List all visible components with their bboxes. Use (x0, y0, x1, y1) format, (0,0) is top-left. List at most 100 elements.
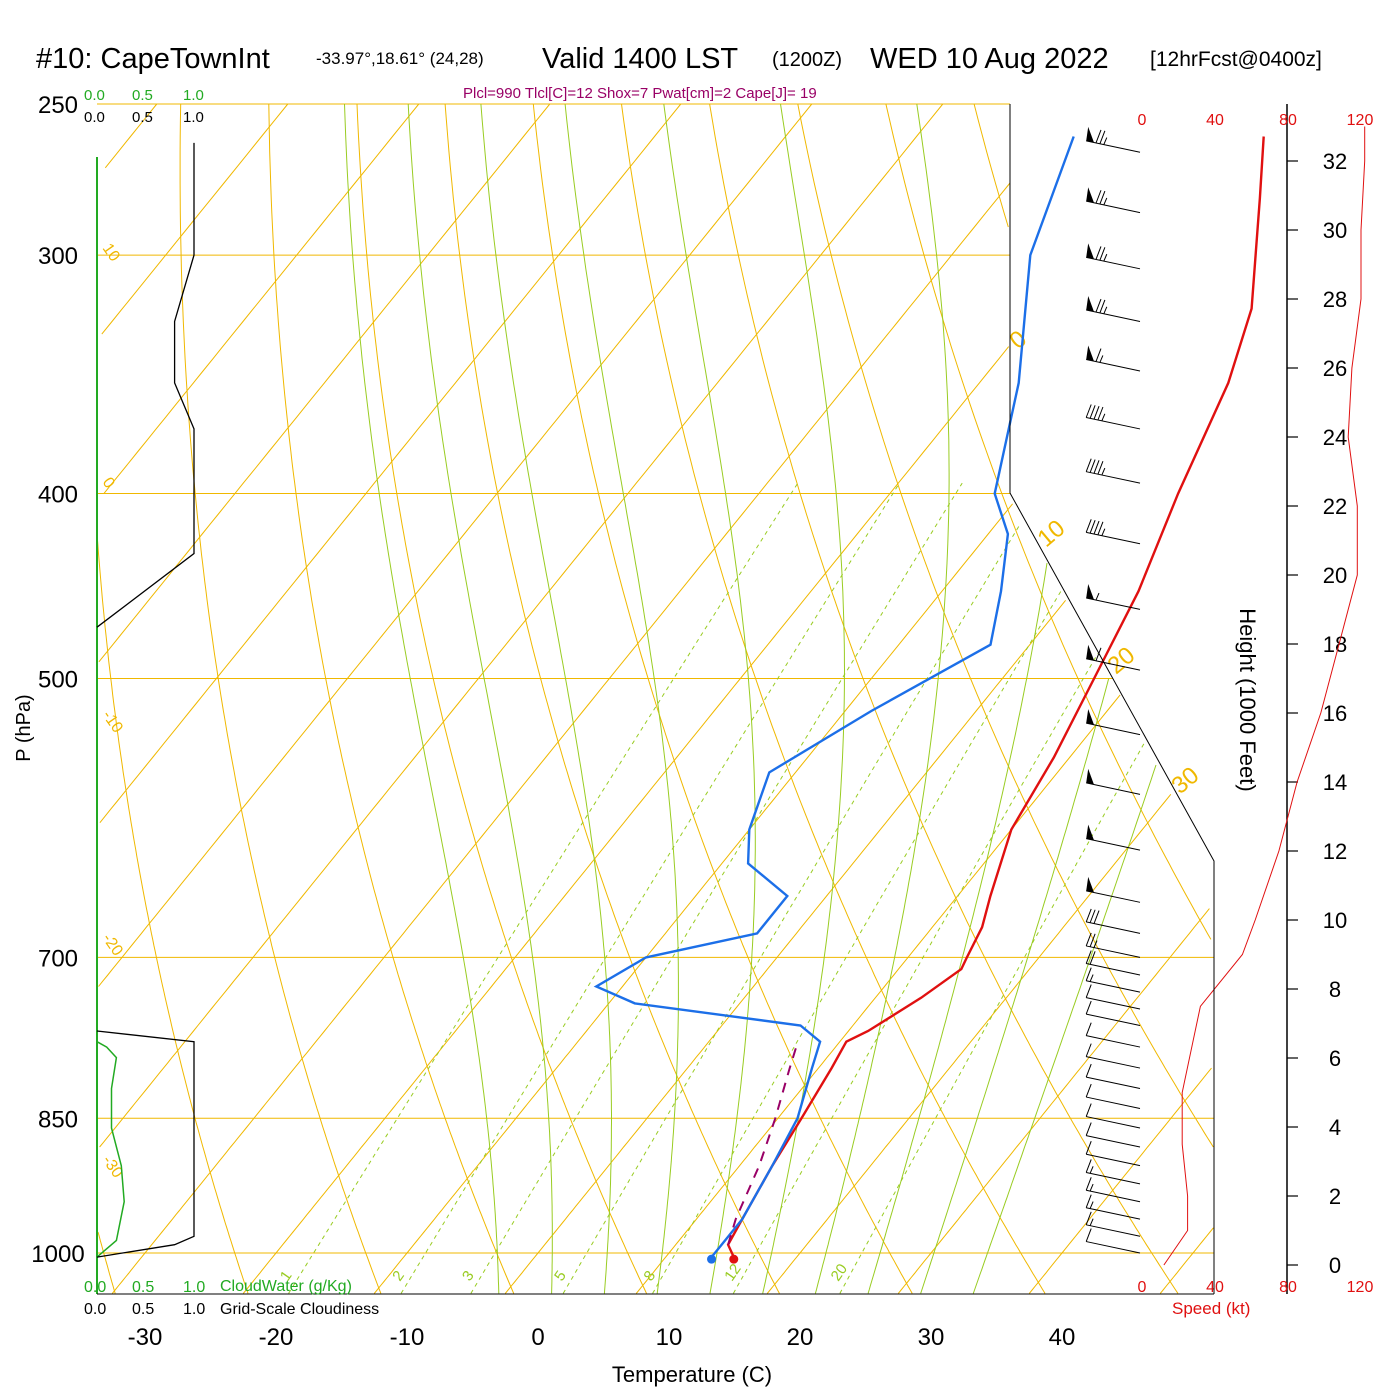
speed-tick-label: 120 (1347, 1279, 1374, 1296)
wind-barb-pennant (1086, 584, 1094, 600)
wind-barb-feather (1085, 1194, 1092, 1208)
wind-barb-feather (1085, 967, 1092, 981)
speed-axis-title: Speed (kt) (1172, 1299, 1250, 1318)
cloudiness-title: Grid-Scale Cloudiness (220, 1301, 379, 1318)
wind-speed-line (1163, 126, 1366, 1266)
cloud-water-tick-label: 0.5 (132, 87, 153, 104)
mixing-ratio-label: 2 (389, 1268, 408, 1285)
wind-barb-feather (1089, 933, 1096, 947)
dry-adiabat-line (96, 533, 249, 1294)
wind-barb-staff (1086, 722, 1141, 736)
mixing-ratio-line (288, 482, 799, 1294)
dry-adiabat-line (356, 103, 647, 1294)
wind-barb-staff (1086, 890, 1141, 903)
wind-barb-staff (1086, 597, 1141, 610)
wind-barb-feather (1095, 246, 1102, 260)
isotherm-line (101, 103, 289, 335)
height-tick-label: 20 (1323, 563, 1347, 588)
height-tick-label: 18 (1323, 632, 1347, 657)
isotherm-line (1159, 1227, 1214, 1294)
height-tick-label: 22 (1323, 494, 1347, 519)
diagram-right-border (1009, 104, 1215, 1294)
wind-barb-staff (1086, 1076, 1141, 1090)
surface-temperature-dot (729, 1254, 739, 1264)
wind-barb-staff (1086, 359, 1141, 372)
wind-barb-staff (1086, 997, 1141, 1010)
speed-tick-label: 0 (1138, 112, 1147, 129)
wind-barb-feather (1089, 520, 1096, 534)
cloudiness-tick-label: 0.5 (132, 109, 153, 126)
wind-barb-staff (1086, 1116, 1141, 1129)
cloud-water-tick-label: 0.5 (132, 1279, 154, 1296)
wind-barb-staff (1086, 1056, 1141, 1069)
mixing-ratio-label: 5 (551, 1268, 570, 1285)
wind-barb-feather (1085, 1141, 1092, 1155)
wind-barb-feather (1085, 908, 1092, 923)
wind-barb-pennant (1086, 644, 1094, 661)
wind-barb-feather (1085, 950, 1092, 964)
zulu-time: (1200Z) (772, 49, 842, 71)
cloud-sideplot: 0.0 0.0 0.5 0.5 1.0 1.0 0.0 0.0 0.5 0.5 1.0 1.0 (84, 87, 205, 1318)
y-axis-title: P (hPa) (13, 694, 35, 761)
temperature-tick-label: -30 (128, 1324, 163, 1351)
moist-adiabat-line (867, 563, 1048, 1294)
dry-adiabat-line (885, 103, 1212, 940)
height-tick-label: 28 (1323, 287, 1347, 312)
isotherm-label: 30 (1167, 762, 1205, 800)
wind-barb-feather (1097, 406, 1104, 421)
moist-adiabat-line (972, 764, 1157, 1294)
isotherm-line (373, 503, 1013, 1294)
wind-barb-half-feather (1089, 1183, 1094, 1192)
speed-tick-label: 120 (1347, 112, 1374, 129)
height-tick-label: 16 (1323, 701, 1347, 726)
isotherm-line (103, 103, 420, 494)
wind-barb-feather (1095, 348, 1102, 362)
wind-barb-staff (1086, 1153, 1141, 1167)
station-title: #10: CapeTownInt (36, 43, 270, 75)
isotherm-label: 10 (1033, 515, 1071, 553)
wind-barb-staff (1086, 417, 1141, 430)
speed-tick-label: 0 (1138, 1279, 1147, 1296)
wind-speed-panel: 0246810121416182022242628303200404080801… (1138, 104, 1374, 1296)
valid-time: Valid 1400 LST (542, 43, 738, 75)
temperature-tick-label: -20 (259, 1324, 294, 1351)
wind-barb-feather (1085, 1043, 1092, 1057)
wind-barb-pennant (1086, 709, 1094, 725)
dry-adiabat-line (97, 1231, 116, 1294)
wind-barb-feather (1099, 130, 1106, 144)
cloud-water-tick-label: 1.0 (183, 87, 204, 104)
dry-adiabat-line (797, 103, 1214, 1148)
moist-adiabat-line (663, 103, 756, 1294)
height-tick-label: 0 (1329, 1253, 1341, 1278)
height-tick-label: 6 (1329, 1046, 1341, 1071)
wind-barb-staff (1086, 1171, 1141, 1185)
height-tick-label: 26 (1323, 356, 1347, 381)
isotherm-line (1028, 1067, 1212, 1294)
wind-barb-feather (1085, 404, 1092, 418)
wind-barb-feather (1089, 405, 1096, 419)
wind-barb-staff (1086, 1013, 1141, 1027)
wind-barb-staff (1086, 531, 1141, 545)
wind-barb-staff (1086, 1096, 1141, 1109)
isotherm-label: 20 (1103, 642, 1141, 680)
moist-adiabat-line (407, 103, 553, 1294)
temperature-tick-label: 10 (656, 1324, 683, 1351)
wind-barb-half-feather (1101, 528, 1106, 536)
cloud-water-tick-label: 0.0 (84, 87, 105, 104)
isotherm-line (98, 103, 813, 987)
wind-barb-staff (1086, 1224, 1141, 1237)
wind-barb-staff (1086, 921, 1141, 934)
isotherm-line (635, 694, 1121, 1294)
wind-barb-feather (1097, 521, 1104, 536)
wind-barb-pennant (1086, 824, 1094, 841)
wind-barb-feather (1089, 909, 1096, 923)
height-tick-label: 4 (1329, 1115, 1341, 1140)
wind-barb-feather (1095, 129, 1102, 144)
wind-barb-feather (1085, 1083, 1092, 1098)
height-tick-label: 14 (1323, 770, 1347, 795)
wind-barb-staff (1086, 980, 1141, 993)
wind-barb-staff (1086, 782, 1141, 795)
wind-barb-pennant (1086, 243, 1094, 259)
cloudiness-line (96, 1030, 195, 1258)
